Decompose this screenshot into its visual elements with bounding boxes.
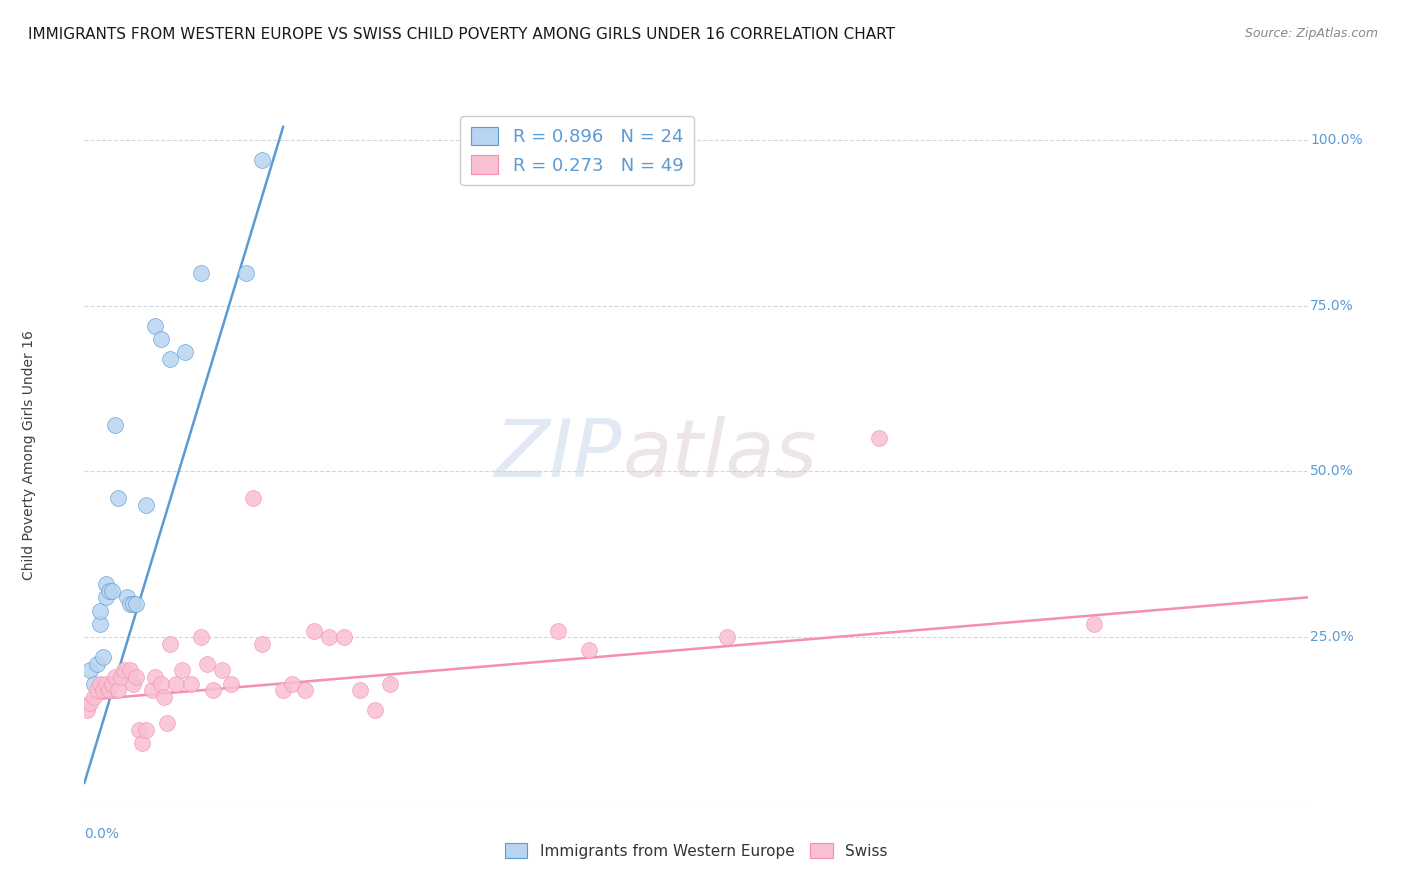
Point [242, 491, 264, 505]
Point [120, 663, 142, 677]
Point [122, 597, 145, 611]
Point [141, 683, 163, 698]
Point [195, 657, 218, 671]
Point [165, 676, 187, 690]
Point [97, 583, 120, 598]
Point [172, 663, 194, 677]
Point [112, 663, 135, 677]
Point [578, 643, 600, 657]
Point [318, 630, 340, 644]
Point [201, 683, 224, 698]
Point [94, 676, 117, 690]
Point [91, 683, 114, 698]
Point [250, 153, 273, 167]
Point [219, 676, 242, 690]
Point [107, 683, 129, 698]
Point [250, 637, 273, 651]
Point [125, 670, 148, 684]
Point [333, 630, 356, 644]
Point [79, 663, 101, 677]
Point [364, 703, 387, 717]
Point [83, 676, 105, 690]
Point [86, 657, 108, 671]
Point [180, 676, 202, 690]
Point [135, 723, 157, 737]
Point [547, 624, 569, 638]
Point [153, 690, 176, 704]
Point [94, 591, 117, 605]
Point [83, 690, 105, 704]
Point [349, 683, 371, 698]
Point [89, 604, 111, 618]
Point [91, 650, 114, 665]
Point [94, 577, 117, 591]
Point [131, 736, 153, 750]
Text: 50.0%: 50.0% [1310, 465, 1354, 478]
Point [869, 431, 891, 445]
Text: 75.0%: 75.0% [1310, 299, 1354, 313]
Point [211, 663, 233, 677]
Text: Child Poverty Among Girls Under 16: Child Poverty Among Girls Under 16 [22, 330, 37, 580]
Point [104, 670, 127, 684]
Text: ZIP: ZIP [495, 416, 623, 494]
Point [235, 266, 257, 280]
Point [120, 597, 142, 611]
Point [89, 676, 111, 690]
Point [190, 266, 212, 280]
Point [115, 591, 138, 605]
Text: atlas: atlas [623, 416, 817, 494]
Point [101, 676, 124, 690]
Point [110, 670, 132, 684]
Point [149, 676, 172, 690]
Point [271, 683, 294, 698]
Point [143, 670, 166, 684]
Point [86, 683, 108, 698]
Point [122, 676, 145, 690]
Point [104, 418, 127, 433]
Point [281, 676, 304, 690]
Point [1083, 616, 1105, 631]
Point [294, 683, 316, 698]
Text: Source: ZipAtlas.com: Source: ZipAtlas.com [1244, 27, 1378, 40]
Point [380, 676, 402, 690]
Point [79, 697, 101, 711]
Text: 25.0%: 25.0% [1310, 630, 1354, 644]
Legend: Immigrants from Western Europe, Swiss: Immigrants from Western Europe, Swiss [499, 837, 893, 864]
Point [76, 703, 98, 717]
Text: 0.0%: 0.0% [84, 827, 120, 841]
Point [128, 723, 150, 737]
Point [159, 637, 181, 651]
Point [97, 683, 120, 698]
Point [156, 716, 179, 731]
Point [135, 498, 157, 512]
Point [149, 332, 172, 346]
Point [101, 583, 124, 598]
Point [159, 351, 181, 366]
Point [302, 624, 325, 638]
Point [143, 318, 166, 333]
Point [125, 597, 148, 611]
Text: IMMIGRANTS FROM WESTERN EUROPE VS SWISS CHILD POVERTY AMONG GIRLS UNDER 16 CORRE: IMMIGRANTS FROM WESTERN EUROPE VS SWISS … [28, 27, 896, 42]
Point [174, 345, 197, 359]
Point [716, 630, 738, 644]
Point [107, 491, 129, 505]
Text: 100.0%: 100.0% [1310, 133, 1362, 147]
Point [190, 630, 212, 644]
Point [89, 616, 111, 631]
